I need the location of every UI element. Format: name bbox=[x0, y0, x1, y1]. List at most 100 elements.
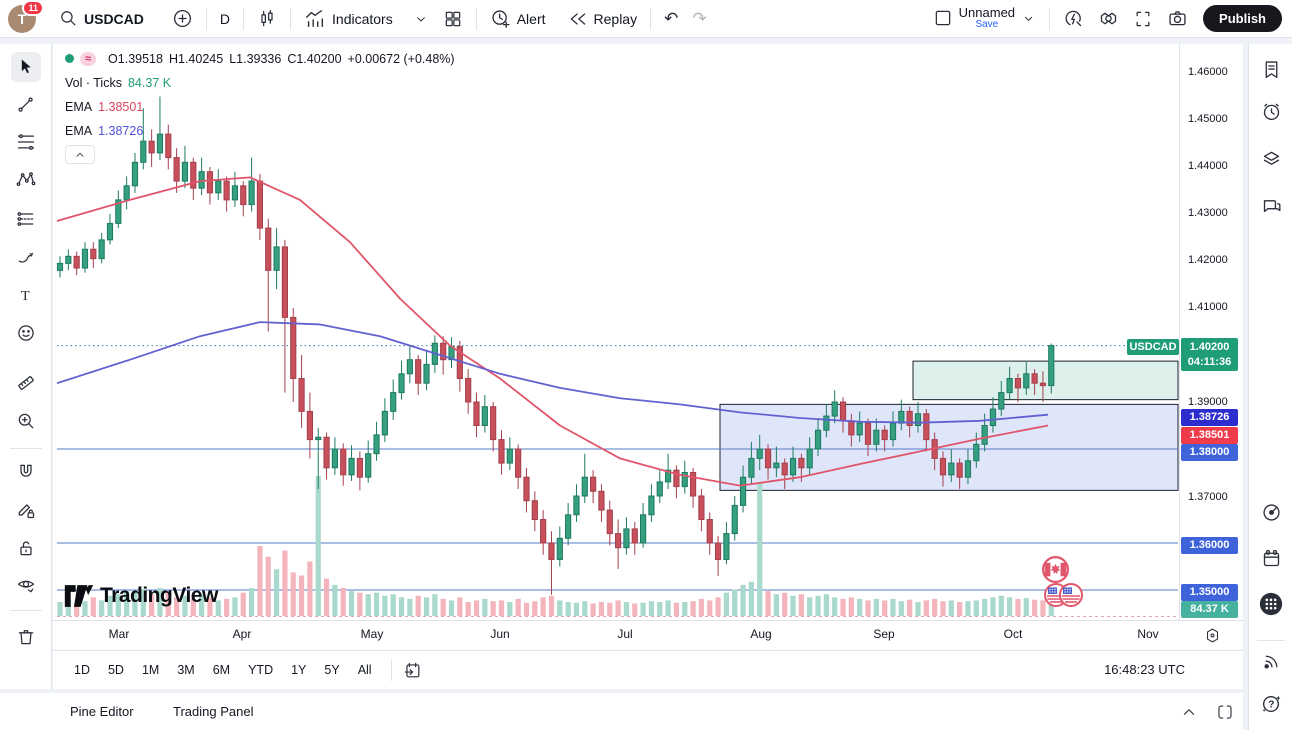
magnet-tool[interactable] bbox=[11, 457, 41, 487]
last-price-chip[interactable]: 1.40200 04:11:36 bbox=[1181, 338, 1238, 371]
ema-slow-legend-row[interactable]: EMA 1.38726 bbox=[65, 121, 455, 140]
price-tick-label: 1.44000 bbox=[1188, 160, 1228, 172]
price-level-chip[interactable]: 1.38501 bbox=[1181, 426, 1238, 444]
volume-bar bbox=[815, 595, 821, 616]
cursor-tool[interactable] bbox=[11, 52, 41, 82]
price-level-chip[interactable]: 1.38726 bbox=[1181, 408, 1238, 426]
alert-button[interactable]: Alert bbox=[483, 4, 553, 33]
interval-button[interactable]: D bbox=[213, 7, 237, 31]
undo-button[interactable]: ↶ bbox=[657, 5, 685, 33]
range-button-3m[interactable]: 3M bbox=[177, 663, 195, 677]
publish-button[interactable]: Publish bbox=[1203, 5, 1282, 32]
panel-maximize-button[interactable] bbox=[1214, 701, 1236, 723]
alerts-button[interactable] bbox=[1256, 96, 1286, 126]
price-axis[interactable]: 1.46000 1.45000 1.44000 1.43000 1.42000 1.410… bbox=[1179, 44, 1243, 620]
chat-button[interactable] bbox=[1256, 191, 1286, 221]
volume-bar bbox=[748, 581, 754, 616]
watermark: TradingView bbox=[64, 584, 218, 608]
redo-button[interactable]: ↷ bbox=[685, 5, 713, 33]
candle-body bbox=[490, 406, 497, 441]
range-button-1d[interactable]: 1D bbox=[74, 663, 90, 677]
fullscreen-button[interactable] bbox=[1126, 5, 1160, 33]
candle-body bbox=[1048, 345, 1055, 387]
pencil-lock-icon bbox=[18, 504, 35, 519]
screenshot-button[interactable] bbox=[1160, 4, 1195, 33]
range-button-6m[interactable]: 6M bbox=[212, 663, 231, 677]
user-avatar[interactable]: T 11 bbox=[8, 0, 44, 33]
save-layout-button[interactable]: Unnamed Save bbox=[926, 2, 1043, 34]
panel-expand-button[interactable] bbox=[1178, 701, 1200, 723]
drawing-mode-tool[interactable] bbox=[11, 495, 41, 525]
pattern-tool[interactable] bbox=[11, 165, 41, 195]
volume-bar bbox=[357, 592, 363, 616]
economic-event-flag-ca[interactable] bbox=[1041, 555, 1069, 583]
clock-utc[interactable]: 16:48:23 UTC bbox=[1104, 662, 1185, 677]
range-button-5d[interactable]: 5D bbox=[107, 663, 124, 677]
candle-body bbox=[848, 420, 855, 436]
projection-tool[interactable] bbox=[11, 204, 41, 234]
volume-legend-row[interactable]: Vol · Ticks 84.37 K bbox=[65, 73, 455, 92]
time-axis[interactable]: Mar Apr May Jun Jul Aug Sep Oct Nov bbox=[53, 620, 1243, 650]
streams-button[interactable] bbox=[1256, 646, 1286, 676]
price-level-chip[interactable]: 1.38000 bbox=[1181, 443, 1238, 461]
fib-retracement-tool[interactable] bbox=[11, 127, 41, 157]
candle-body bbox=[215, 180, 222, 194]
candle-body bbox=[181, 161, 189, 182]
layout-grid-button[interactable] bbox=[436, 5, 470, 33]
goto-date-button[interactable] bbox=[402, 659, 424, 681]
chart-legend: ≈ O1.39518 H1.40245 L1.39336 C1.40200 +0… bbox=[65, 49, 455, 164]
symbol-search-button[interactable]: USDCAD bbox=[52, 5, 151, 32]
range-button-1y[interactable]: 1Y bbox=[291, 663, 307, 677]
maximize-icon bbox=[1218, 705, 1232, 719]
price-level-chip[interactable]: 84.37 K bbox=[1181, 600, 1238, 618]
volume-bar bbox=[590, 603, 596, 616]
remove-drawings-tool[interactable] bbox=[11, 622, 41, 652]
candle-body bbox=[56, 262, 64, 271]
symbol-legend-row[interactable]: ≈ O1.39518 H1.40245 L1.39336 C1.40200 +0… bbox=[65, 49, 455, 68]
lock-drawings-tool[interactable] bbox=[11, 533, 41, 563]
layout-name-block[interactable]: Unnamed Save bbox=[959, 6, 1015, 30]
price-level-chip[interactable]: 1.36000 bbox=[1181, 536, 1238, 554]
emoji-tool[interactable] bbox=[11, 318, 41, 348]
volume-bar bbox=[199, 594, 205, 616]
chart-canvas[interactable] bbox=[53, 44, 1179, 620]
settings-button[interactable] bbox=[1091, 4, 1126, 33]
text-tool[interactable]: T bbox=[11, 280, 41, 310]
hide-drawings-tool[interactable] bbox=[11, 570, 41, 600]
indicators-button[interactable]: Indicators bbox=[297, 4, 436, 34]
tab-pine-editor[interactable]: Pine Editor bbox=[70, 704, 134, 719]
calendar-button[interactable] bbox=[1256, 543, 1286, 573]
brush-tool[interactable] bbox=[11, 242, 41, 272]
trend-line-tool[interactable] bbox=[11, 90, 41, 120]
help-button[interactable]: ? bbox=[1256, 689, 1286, 719]
candle-body bbox=[90, 248, 97, 260]
object-tree-button[interactable] bbox=[1256, 143, 1286, 173]
measure-tool[interactable] bbox=[11, 368, 41, 398]
svg-text:?: ? bbox=[1268, 700, 1274, 711]
range-button-all[interactable]: All bbox=[357, 663, 372, 677]
candle-body bbox=[590, 476, 597, 492]
axis-settings-button[interactable] bbox=[1201, 624, 1223, 646]
candle-body bbox=[615, 533, 622, 549]
screener-button[interactable] bbox=[1256, 497, 1286, 527]
range-button-1m[interactable]: 1M bbox=[141, 663, 160, 677]
apps-menu-button[interactable] bbox=[1256, 589, 1286, 619]
legend-collapse-button[interactable] bbox=[65, 145, 95, 164]
economic-event-flag-us[interactable] bbox=[1059, 583, 1083, 607]
ema-slow-value: 1.38726 bbox=[98, 123, 144, 138]
candle-body bbox=[265, 227, 272, 271]
quick-actions-button[interactable] bbox=[1056, 4, 1091, 33]
range-button-5y[interactable]: 5Y bbox=[324, 663, 340, 677]
price-level-chip[interactable]: 1.35000 bbox=[1181, 583, 1238, 601]
range-button-ytd[interactable]: YTD bbox=[248, 663, 274, 677]
chart-plot[interactable]: ≈ O1.39518 H1.40245 L1.39336 C1.40200 +0… bbox=[53, 44, 1179, 620]
chart-type-button[interactable] bbox=[250, 5, 284, 33]
ema-fast-legend-row[interactable]: EMA 1.38501 bbox=[65, 97, 455, 116]
compare-button[interactable] bbox=[165, 4, 200, 33]
tab-trading-panel[interactable]: Trading Panel bbox=[173, 704, 254, 719]
candle-body bbox=[331, 448, 338, 469]
zoom-in-tool[interactable] bbox=[11, 406, 41, 436]
replay-button[interactable]: Replay bbox=[561, 5, 645, 33]
watchlist-button[interactable] bbox=[1256, 54, 1286, 84]
drawn-box bbox=[912, 360, 1179, 401]
